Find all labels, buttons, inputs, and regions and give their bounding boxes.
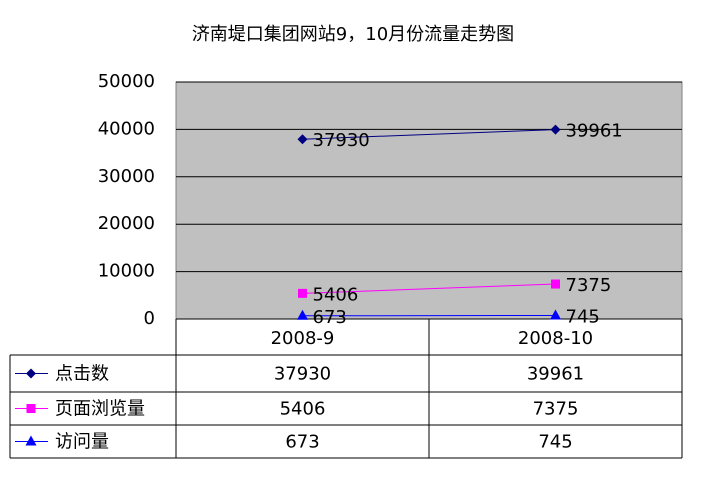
y-tick-label: 10000: [98, 261, 155, 282]
table-value: 745: [538, 432, 572, 453]
plot-area: [175, 81, 683, 320]
legend-marker: [25, 435, 37, 446]
marker: [297, 309, 308, 320]
y-tick-label: 30000: [98, 166, 155, 187]
marker: [551, 279, 560, 289]
data-label: 5406: [313, 284, 359, 305]
table-value: 37930: [274, 364, 331, 385]
y-tick-label: 0: [144, 308, 155, 329]
data-label: 745: [566, 306, 600, 327]
marker: [550, 309, 561, 320]
data-label: 39961: [566, 121, 623, 142]
marker: [298, 288, 307, 298]
table-value: 5406: [280, 399, 326, 420]
chart-title: 济南堤口集团网站9，10月份流量走势图: [192, 24, 514, 45]
table-value: 39961: [527, 364, 584, 385]
legend-label: 访问量: [55, 432, 109, 453]
marker: [550, 124, 561, 135]
data-label: 673: [313, 307, 347, 328]
series-line: [302, 129, 556, 140]
data-label: 7375: [566, 275, 612, 296]
y-tick-label: 20000: [98, 213, 155, 234]
y-tick-label: 40000: [98, 118, 155, 139]
table-value: 673: [285, 432, 319, 453]
y-tick-label: 50000: [98, 71, 155, 92]
table-value: 7375: [533, 399, 579, 420]
data-label: 37930: [313, 130, 370, 151]
legend-marker: [26, 368, 36, 379]
legend-label: 页面浏览量: [55, 399, 145, 420]
x-tick-label: 2008-10: [518, 328, 593, 349]
series-line: [302, 283, 556, 294]
legend-marker: [26, 404, 36, 413]
x-tick-label: 2008-9: [271, 328, 335, 349]
legend-label: 点击数: [55, 364, 109, 385]
marker: [297, 134, 308, 145]
